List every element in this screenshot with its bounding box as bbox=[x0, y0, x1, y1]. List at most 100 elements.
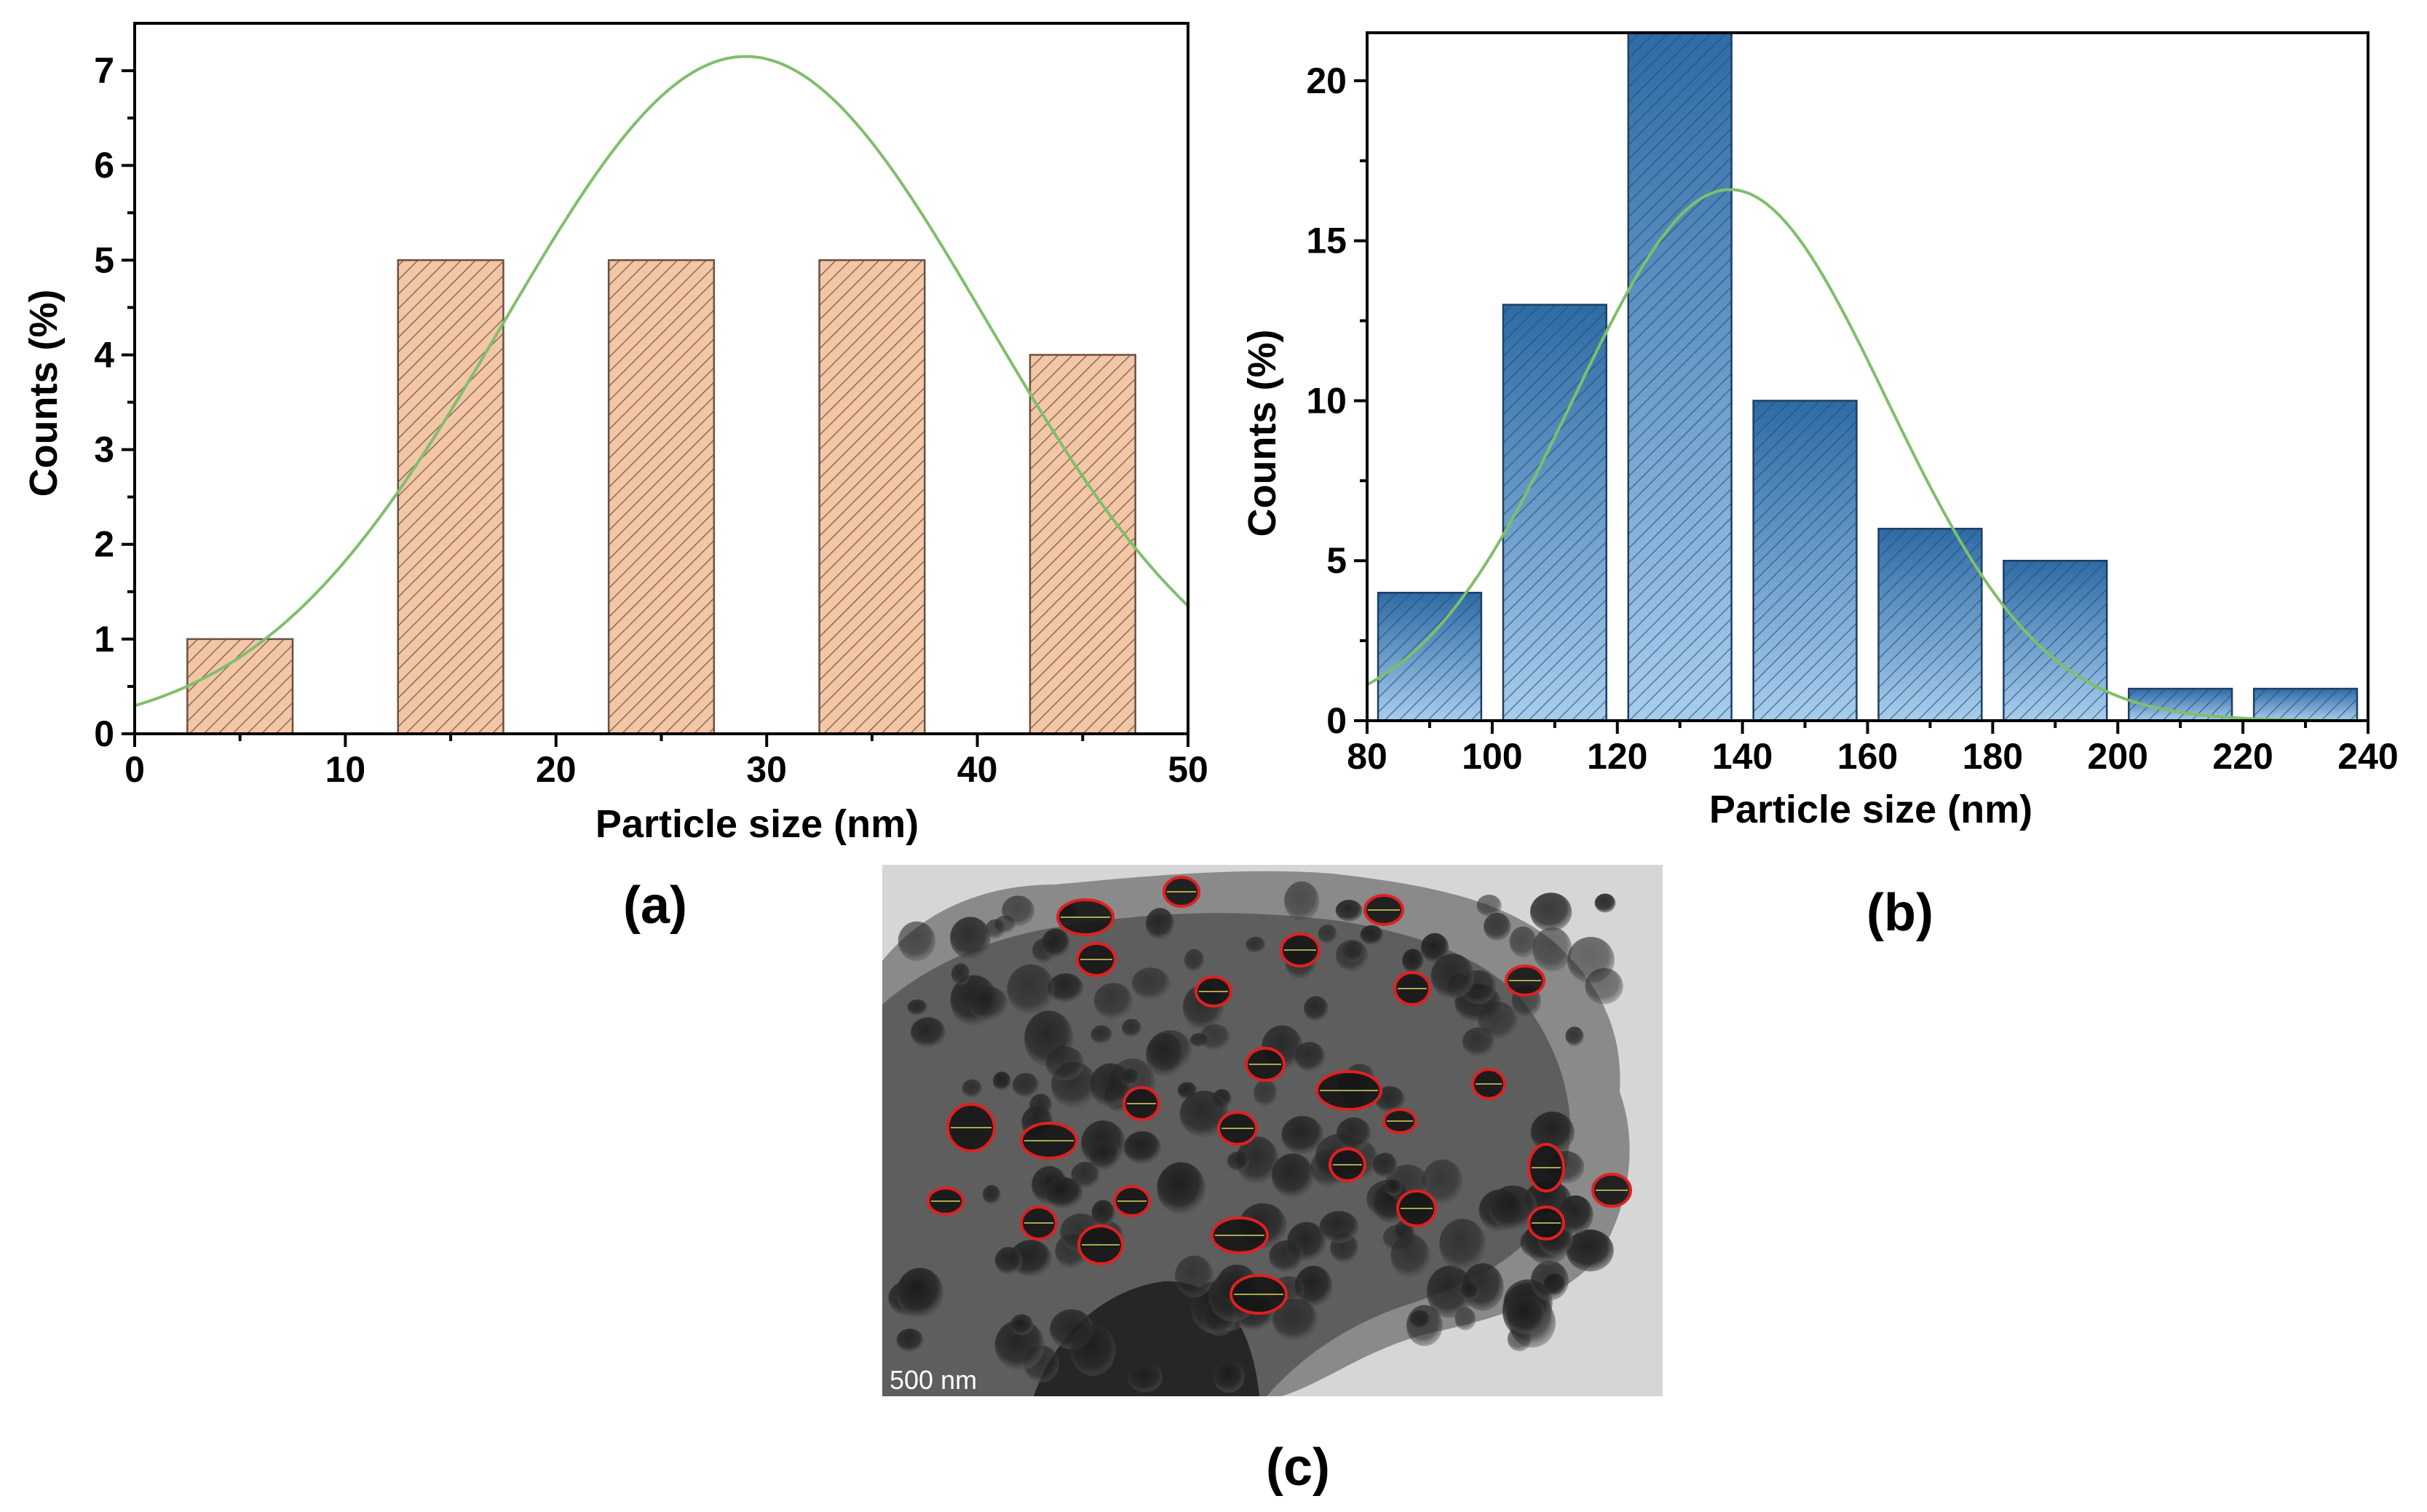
particle-blob bbox=[1184, 949, 1205, 973]
bar-a-3 bbox=[818, 259, 926, 735]
particle-blob bbox=[1532, 927, 1572, 972]
x-tick-label-b-7: 220 bbox=[2212, 736, 2273, 777]
particle-blob bbox=[1284, 881, 1320, 921]
x-tick-label-a-1: 10 bbox=[325, 749, 366, 790]
measurement-ellipse bbox=[1123, 1086, 1160, 1121]
bar-b-4 bbox=[1877, 528, 1983, 722]
bar-b-5 bbox=[2003, 559, 2108, 722]
measurement-ellipse bbox=[1230, 1274, 1288, 1315]
x-axis-label-a: Particle size (nm) bbox=[595, 802, 919, 846]
x-tick-label-b-1: 100 bbox=[1462, 736, 1522, 777]
particle-blob bbox=[1342, 941, 1364, 962]
particle-blob bbox=[1146, 908, 1174, 940]
x-tick-label-b-5: 180 bbox=[1963, 736, 2023, 777]
y-axis-label-b: Counts (%) bbox=[1240, 330, 1284, 537]
particle-blob bbox=[1439, 1219, 1486, 1270]
particle-blob bbox=[1042, 928, 1070, 958]
particle-blob bbox=[1246, 936, 1266, 953]
particle-blob bbox=[1476, 895, 1502, 917]
x-tick-label-b-0: 80 bbox=[1347, 736, 1387, 777]
particle-blob bbox=[898, 921, 935, 962]
particle-blob bbox=[1044, 1177, 1083, 1208]
x-tick-label-b-4: 160 bbox=[1837, 736, 1898, 777]
particle-blob bbox=[1390, 1234, 1430, 1278]
x-tick-label-a-5: 50 bbox=[1168, 749, 1208, 790]
particle-blob bbox=[907, 999, 927, 1016]
y-tick-label-b-1: 5 bbox=[1326, 540, 1347, 581]
bar-a-1 bbox=[397, 259, 504, 735]
particle-blob bbox=[1236, 1136, 1279, 1184]
particle-blob bbox=[1213, 1360, 1245, 1393]
particle-blob bbox=[962, 1079, 983, 1098]
particle-blob bbox=[1406, 1305, 1443, 1347]
measurement-ellipse bbox=[927, 1187, 965, 1216]
measurement-ellipse bbox=[1329, 1147, 1366, 1182]
particle-blob bbox=[1045, 1046, 1085, 1081]
particle-blob bbox=[1426, 1265, 1474, 1318]
bar-a-0 bbox=[186, 638, 294, 735]
bar-b-2 bbox=[1627, 31, 1733, 722]
particle-blob bbox=[1530, 1260, 1569, 1301]
x-tick-label-a-2: 20 bbox=[536, 749, 577, 790]
particle-markers bbox=[927, 876, 1632, 1315]
panel-label-c: (c) bbox=[1266, 1438, 1330, 1497]
particle-blob bbox=[1594, 893, 1616, 913]
particle-blob bbox=[1565, 1026, 1584, 1046]
panel-label-a: (a) bbox=[623, 876, 687, 935]
particle-blob bbox=[1509, 926, 1537, 957]
measurement-ellipse bbox=[1195, 975, 1232, 1008]
particle-blob bbox=[1128, 1363, 1163, 1393]
particle-blob bbox=[1318, 925, 1337, 944]
particle-blob bbox=[896, 1329, 924, 1353]
particle-blob bbox=[1131, 967, 1170, 1000]
chart-a: 0 10 20 30 40 50 0 1 2 3 4 5 6 7 Particle size (nm) C… bbox=[22, 22, 1208, 935]
particle-blob bbox=[951, 963, 970, 985]
measurement-ellipse bbox=[1077, 1224, 1124, 1265]
particle-blob bbox=[1335, 900, 1363, 922]
particle-blob bbox=[1007, 964, 1055, 1015]
measurement-ellipse bbox=[1505, 965, 1545, 997]
particle-blob bbox=[1478, 1002, 1518, 1040]
particle-blob bbox=[1488, 1185, 1537, 1230]
gaussian-fit-a bbox=[135, 55, 1188, 708]
particle-blob bbox=[1093, 983, 1133, 1020]
particle-blob bbox=[1566, 1230, 1614, 1272]
particle-blob bbox=[1048, 973, 1084, 1003]
bar-b-7 bbox=[2252, 687, 2359, 722]
x-tick-label-a-4: 40 bbox=[957, 749, 998, 790]
particle-blob bbox=[1585, 967, 1623, 1005]
particle-blob bbox=[1294, 1042, 1326, 1072]
measurement-ellipse bbox=[1280, 933, 1321, 967]
particle-blob bbox=[1558, 1195, 1593, 1235]
measurement-ellipse bbox=[1076, 942, 1117, 977]
bar-a-4 bbox=[1029, 354, 1136, 735]
x-axis-label-b: Particle size (nm) bbox=[1709, 788, 2032, 831]
particle-blob bbox=[1272, 1298, 1318, 1341]
bar-b-0 bbox=[1377, 591, 1483, 722]
particle-blob bbox=[1336, 1117, 1371, 1151]
y-tick-label-a-2: 2 bbox=[94, 524, 114, 565]
measurement-ellipse bbox=[1527, 1206, 1565, 1240]
particle-blob bbox=[1175, 1255, 1214, 1298]
particle-blob bbox=[1179, 1091, 1230, 1138]
y-tick-label-a-7: 7 bbox=[94, 50, 114, 91]
gaussian-fit-b bbox=[1367, 188, 2368, 721]
particle-blob bbox=[993, 1072, 1011, 1091]
particle-blob bbox=[1090, 1063, 1132, 1107]
particle-blob bbox=[1070, 1324, 1116, 1376]
x-tick-label-b-8: 240 bbox=[2337, 736, 2398, 777]
particle-blob bbox=[1012, 1072, 1040, 1098]
measurement-ellipse bbox=[1211, 1216, 1269, 1254]
particle-blob bbox=[1254, 1080, 1278, 1107]
particle-blob bbox=[1227, 1151, 1250, 1172]
y-tick-label-b-2: 10 bbox=[1306, 380, 1347, 421]
particle-blob bbox=[1402, 949, 1424, 973]
particle-blob bbox=[1530, 892, 1572, 932]
particle-blob bbox=[1269, 1240, 1304, 1272]
particle-blob bbox=[1200, 1024, 1230, 1050]
measurement-ellipse bbox=[1245, 1047, 1286, 1082]
panel-label-b: (b) bbox=[1866, 884, 1933, 942]
particle-blob bbox=[1422, 1159, 1463, 1205]
particle-blob bbox=[950, 917, 991, 959]
